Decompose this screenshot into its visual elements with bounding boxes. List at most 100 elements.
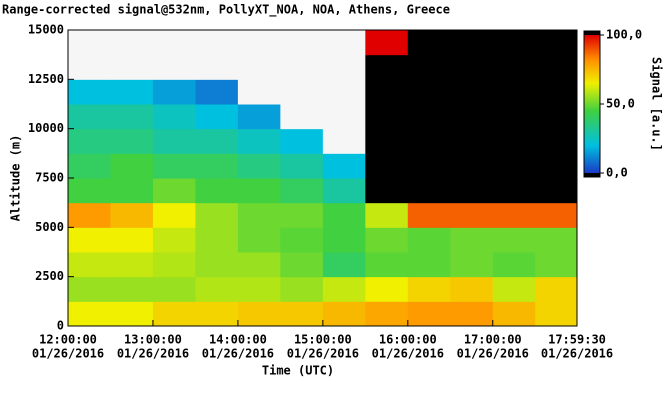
heatmap-cell: [68, 79, 111, 105]
x-tick-label: 17:00:00: [464, 333, 522, 347]
heatmap-cell: [407, 227, 451, 253]
heatmap-cell: [110, 227, 154, 253]
heatmap-cell: [492, 202, 536, 228]
heatmap-cell: [492, 128, 536, 154]
y-tick-label: 0: [57, 319, 64, 333]
heatmap-cell: [450, 104, 494, 130]
heatmap-cell: [365, 227, 409, 253]
heatmap-cell: [152, 30, 196, 56]
heatmap-cell: [450, 227, 494, 253]
heatmap-cell: [450, 79, 494, 105]
heatmap-cell: [110, 202, 154, 228]
x-tick-label: 16:00:00: [379, 333, 437, 347]
heatmap-cell: [365, 178, 409, 204]
heatmap-cell: [280, 227, 324, 253]
x-tick-label: 13:00:00: [124, 333, 182, 347]
heatmap-cell: [322, 202, 366, 228]
x-tick-label: 01/26/2016: [32, 347, 104, 361]
heatmap-cell: [237, 276, 281, 302]
heatmap: [68, 30, 578, 327]
heatmap-cell: [110, 104, 154, 130]
heatmap-cell: [535, 252, 578, 278]
heatmap-cell: [322, 30, 366, 56]
heatmap-cell: [322, 227, 366, 253]
heatmap-cell: [280, 276, 324, 302]
heatmap-cell: [365, 128, 409, 154]
heatmap-cell: [280, 79, 324, 105]
x-tick-label: 01/26/2016: [541, 347, 613, 361]
heatmap-cell: [152, 104, 196, 130]
heatmap-cell: [450, 128, 494, 154]
heatmap-cell: [322, 79, 366, 105]
heatmap-cell: [68, 128, 111, 154]
colorbar-tick-label: 100,0: [606, 28, 642, 42]
heatmap-cell: [195, 79, 239, 105]
heatmap-cell: [152, 202, 196, 228]
heatmap-cell: [450, 252, 494, 278]
heatmap-cell: [110, 79, 154, 105]
heatmap-cell: [110, 276, 154, 302]
heatmap-cell: [535, 202, 578, 228]
x-tick-label: 01/26/2016: [202, 347, 274, 361]
heatmap-cell: [152, 252, 196, 278]
heatmap-cell: [492, 104, 536, 130]
y-tick-label: 7500: [35, 171, 64, 185]
heatmap-cell: [280, 202, 324, 228]
heatmap-cell: [280, 178, 324, 204]
x-tick-label: 01/26/2016: [287, 347, 359, 361]
heatmap-cell: [322, 128, 366, 154]
heatmap-cell: [492, 301, 536, 327]
y-tick-label: 10000: [28, 121, 64, 135]
x-tick-label: 17:59:30: [548, 333, 606, 347]
heatmap-cell: [450, 202, 494, 228]
heatmap-cell: [492, 178, 536, 204]
heatmap-cell: [450, 153, 494, 179]
y-axis-label: Altitude (m): [9, 135, 23, 222]
x-tick-label: 01/26/2016: [117, 347, 189, 361]
heatmap-cell: [535, 30, 578, 56]
heatmap-cell: [195, 227, 239, 253]
heatmap-cell: [110, 153, 154, 179]
heatmap-cell: [322, 276, 366, 302]
heatmap-cell: [407, 178, 451, 204]
heatmap-cell: [195, 153, 239, 179]
heatmap-cell: [280, 104, 324, 130]
heatmap-cell: [535, 301, 578, 327]
heatmap-cell: [407, 30, 451, 56]
x-tick-label: 14:00:00: [209, 333, 267, 347]
heatmap-cell: [322, 178, 366, 204]
heatmap-cell: [450, 54, 494, 80]
heatmap-cell: [152, 301, 196, 327]
heatmap-cell: [237, 104, 281, 130]
heatmap-cell: [492, 276, 536, 302]
heatmap-cell: [280, 54, 324, 80]
heatmap-cell: [280, 30, 324, 56]
heatmap-cell: [237, 79, 281, 105]
y-tick-label: 2500: [35, 269, 64, 283]
heatmap-cell: [407, 79, 451, 105]
heatmap-cell: [365, 54, 409, 80]
colorbar-label: Signal [a.u.]: [650, 57, 664, 151]
heatmap-cell: [322, 104, 366, 130]
heatmap-cell: [195, 252, 239, 278]
heatmap-cell: [195, 104, 239, 130]
heatmap-cell: [322, 153, 366, 179]
heatmap-cell: [535, 178, 578, 204]
heatmap-cell: [195, 276, 239, 302]
heatmap-cell: [237, 153, 281, 179]
heatmap-cell: [68, 104, 111, 130]
heatmap-cell: [492, 153, 536, 179]
x-tick-label: 01/26/2016: [372, 347, 444, 361]
colorbar-tick-label: 0,0: [606, 166, 628, 180]
heatmap-cell: [535, 276, 578, 302]
heatmap-cell: [322, 252, 366, 278]
heatmap-cell: [535, 79, 578, 105]
heatmap-cell: [110, 30, 154, 56]
heatmap-cell: [365, 276, 409, 302]
heatmap-cell: [68, 276, 111, 302]
heatmap-cell: [68, 30, 111, 56]
heatmap-cell: [110, 178, 154, 204]
heatmap-cell: [492, 54, 536, 80]
heatmap-cell: [535, 227, 578, 253]
heatmap-cell: [237, 301, 281, 327]
